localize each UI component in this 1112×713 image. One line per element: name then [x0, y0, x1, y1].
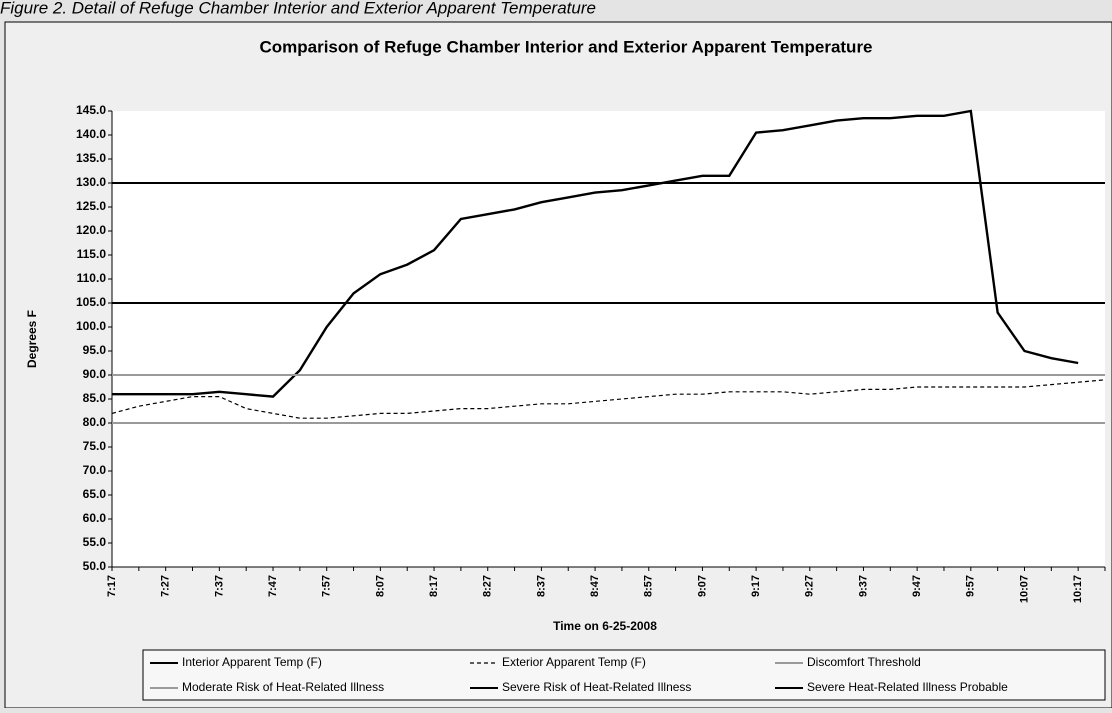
legend-label: Discomfort Threshold	[807, 655, 921, 669]
y-tick-label: 60.0	[83, 511, 107, 525]
x-tick-label: 7:57	[321, 575, 333, 597]
y-tick-label: 70.0	[83, 463, 107, 477]
x-tick-label: 8:47	[589, 575, 601, 597]
legend-box	[142, 649, 1106, 701]
y-tick-label: 120.0	[76, 223, 106, 237]
x-tick-label: 9:17	[750, 575, 762, 597]
x-tick-label: 8:57	[643, 575, 655, 597]
y-axis-title: Degrees F	[25, 310, 39, 368]
x-tick-label: 9:07	[696, 575, 708, 597]
x-tick-label: 7:27	[160, 575, 172, 597]
x-tick-label: 9:57	[965, 575, 977, 597]
x-tick-label: 7:47	[267, 575, 279, 597]
plot-area	[112, 111, 1105, 567]
y-tick-label: 125.0	[76, 199, 106, 213]
x-tick-label: 10:07	[1018, 575, 1030, 603]
y-tick-label: 130.0	[76, 175, 106, 189]
y-tick-label: 100.0	[76, 319, 106, 333]
y-tick-label: 75.0	[83, 439, 107, 453]
y-tick-label: 95.0	[83, 343, 107, 357]
y-tick-label: 115.0	[77, 247, 107, 261]
x-tick-label: 7:17	[106, 575, 118, 597]
x-tick-label: 9:37	[857, 575, 869, 597]
x-tick-label: 8:37	[535, 575, 547, 597]
legend-label: Interior Apparent Temp (F)	[182, 655, 322, 669]
y-tick-label: 145.0	[76, 103, 106, 117]
series-line	[111, 379, 1106, 419]
y-tick-label: 90.0	[83, 367, 107, 381]
x-tick-label: 9:47	[911, 575, 923, 597]
y-tick-label: 85.0	[83, 391, 107, 405]
y-tick-label: 55.0	[83, 535, 107, 549]
x-tick-label: 9:27	[804, 575, 816, 597]
chart-title: Comparison of Refuge Chamber Interior an…	[259, 37, 872, 56]
y-tick-label: 50.0	[83, 559, 107, 573]
x-tick-label: 8:07	[374, 575, 386, 597]
legend-label: Severe Heat-Related Illness Probable	[807, 680, 1008, 694]
y-tick-label: 80.0	[83, 415, 107, 429]
legend-label: Exterior Apparent Temp (F)	[502, 655, 646, 669]
y-tick-label: 135.0	[76, 151, 106, 165]
caption: Figure 2. Detail of Refuge Chamber Inter…	[0, 0, 596, 17]
x-tick-label: 7:37	[213, 575, 225, 597]
x-tick-label: 8:17	[428, 575, 440, 597]
x-axis-title: Time on 6-25-2008	[553, 619, 657, 633]
y-tick-label: 105.0	[76, 295, 106, 309]
x-tick-label: 8:27	[482, 575, 494, 597]
y-tick-label: 110.0	[77, 271, 107, 285]
legend-label: Moderate Risk of Heat-Related Illness	[182, 680, 384, 694]
legend-label: Severe Risk of Heat-Related Illness	[502, 680, 691, 694]
x-tick-label: 10:17	[1072, 575, 1084, 603]
series-line	[112, 109, 1079, 398]
y-tick-label: 140.0	[76, 127, 106, 141]
y-tick-label: 65.0	[83, 487, 107, 501]
